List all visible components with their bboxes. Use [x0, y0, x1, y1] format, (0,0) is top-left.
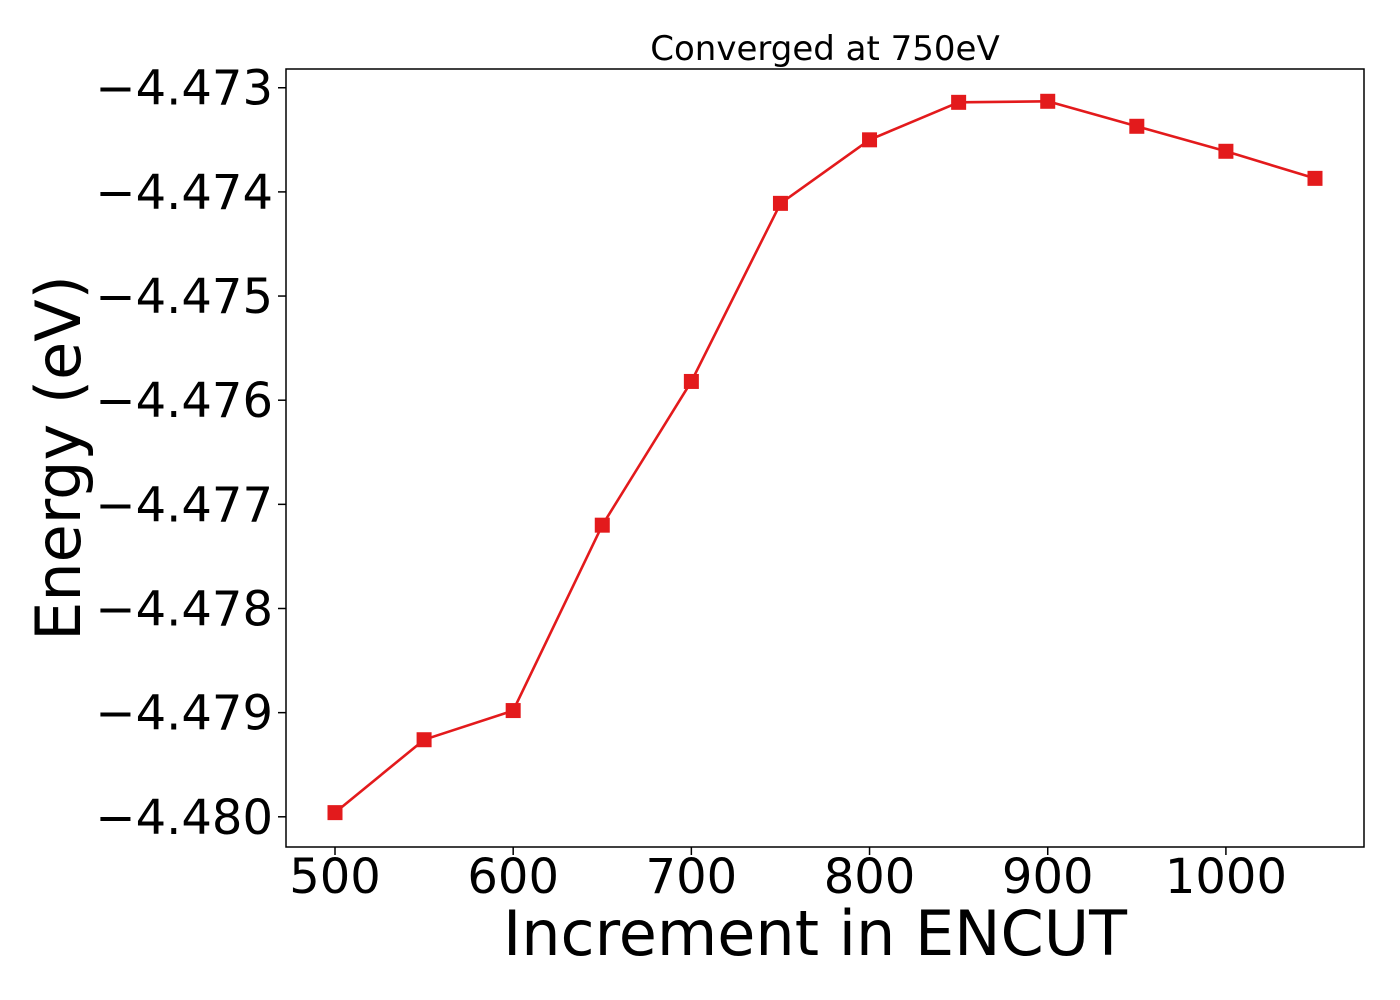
- y-axis-label: Energy (eV): [22, 275, 95, 641]
- data-point-marker: [416, 732, 432, 748]
- y-tick-label: −4.473: [95, 61, 273, 117]
- y-tick-label: −4.478: [95, 581, 273, 637]
- y-tick-label: −4.476: [95, 373, 273, 429]
- data-point-marker: [505, 703, 521, 719]
- y-axis: −4.480 −4.479 −4.478 −4.477 −4.476 −4.475 −4.4…: [95, 61, 286, 846]
- data-point-marker: [594, 517, 610, 533]
- plot-area: [327, 93, 1323, 821]
- y-tick-label: −4.480: [95, 790, 273, 846]
- data-point-marker: [1307, 170, 1323, 186]
- x-tick-label: 700: [646, 849, 738, 905]
- y-tick-label: −4.474: [95, 165, 273, 221]
- series-line: [334, 100, 1316, 814]
- data-point-marker: [862, 132, 878, 148]
- x-tick-label: 1000: [1165, 849, 1287, 905]
- x-tick-label: 600: [467, 849, 559, 905]
- chart-title: Converged at 750eV: [650, 29, 999, 69]
- x-axis: 500 600 700 800 900 1000: [289, 847, 1287, 905]
- data-point-marker: [772, 195, 788, 211]
- x-axis-label: Increment in ENCUT: [503, 897, 1128, 970]
- data-point-marker: [1129, 118, 1145, 134]
- x-tick-label: 500: [289, 849, 381, 905]
- x-tick-label: 800: [824, 849, 916, 905]
- x-tick-label: 900: [1002, 849, 1094, 905]
- y-tick-label: −4.475: [95, 269, 273, 325]
- data-point-marker: [683, 373, 699, 389]
- y-tick-label: −4.477: [95, 477, 273, 533]
- data-point-marker: [1040, 93, 1056, 109]
- data-point-marker: [951, 94, 967, 110]
- y-tick-label: −4.479: [95, 686, 273, 742]
- plot-frame: [285, 68, 1365, 848]
- data-point-marker: [327, 805, 343, 821]
- data-point-marker: [1218, 143, 1234, 159]
